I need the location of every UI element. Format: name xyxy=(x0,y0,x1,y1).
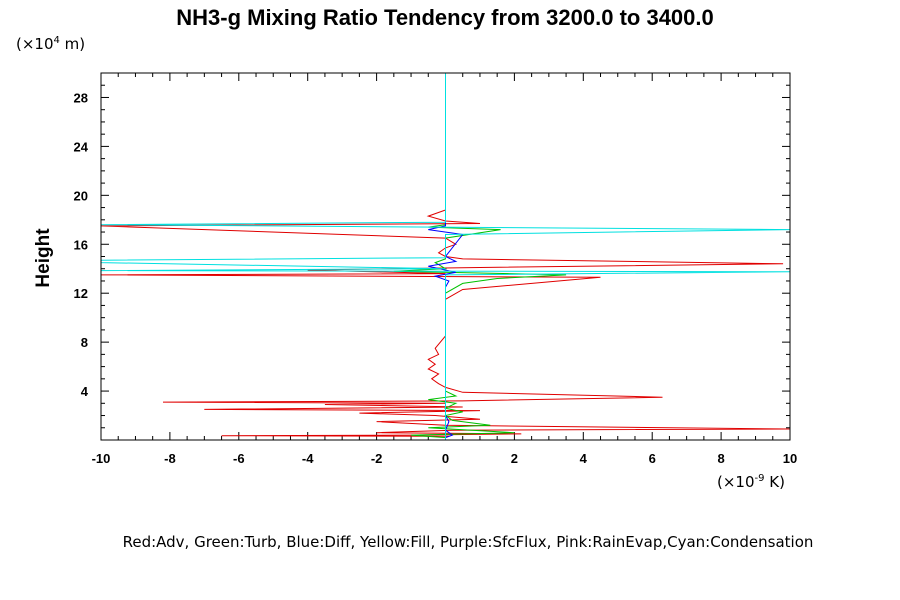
plot-frame xyxy=(100,72,791,441)
y-tick-label: 24 xyxy=(74,139,89,154)
x-tick-label: -4 xyxy=(302,451,314,466)
x-tick-label: -2 xyxy=(371,451,383,466)
legend-text: Red:Adv, Green:Turb, Blue:Diff, Yellow:F… xyxy=(123,533,814,551)
x-tick-label: 8 xyxy=(717,451,724,466)
y-tick-label: 16 xyxy=(74,237,88,252)
chart-title: NH3-g Mixing Ratio Tendency from 3200.0 … xyxy=(176,5,714,30)
series-layer xyxy=(101,73,790,440)
series-line-diff xyxy=(428,73,464,439)
y-tick-label: 8 xyxy=(81,335,88,350)
y-tick-label: 28 xyxy=(74,90,88,105)
x-tick-label: 4 xyxy=(580,451,588,466)
x-tick-label: -10 xyxy=(92,451,111,466)
x-axis-unit: (×10-9 K) xyxy=(717,473,785,491)
x-tick-label: 6 xyxy=(649,451,656,466)
x-tick-label: -6 xyxy=(233,451,245,466)
y-tick-label: 12 xyxy=(74,286,88,301)
y-tick-label: 20 xyxy=(74,188,88,203)
y-tick-label: 4 xyxy=(81,384,89,399)
x-tick-label: 2 xyxy=(511,451,518,466)
y-axis-label: Height xyxy=(33,228,54,288)
x-tick-label: 10 xyxy=(783,451,797,466)
series-line-condensation xyxy=(101,73,790,440)
series-line-adv xyxy=(101,73,790,437)
y-axis-unit: (×104 m) xyxy=(16,35,85,53)
x-tick-label: -8 xyxy=(164,451,176,466)
x-tick-label: 0 xyxy=(442,451,449,466)
series-line-turb xyxy=(393,73,567,439)
